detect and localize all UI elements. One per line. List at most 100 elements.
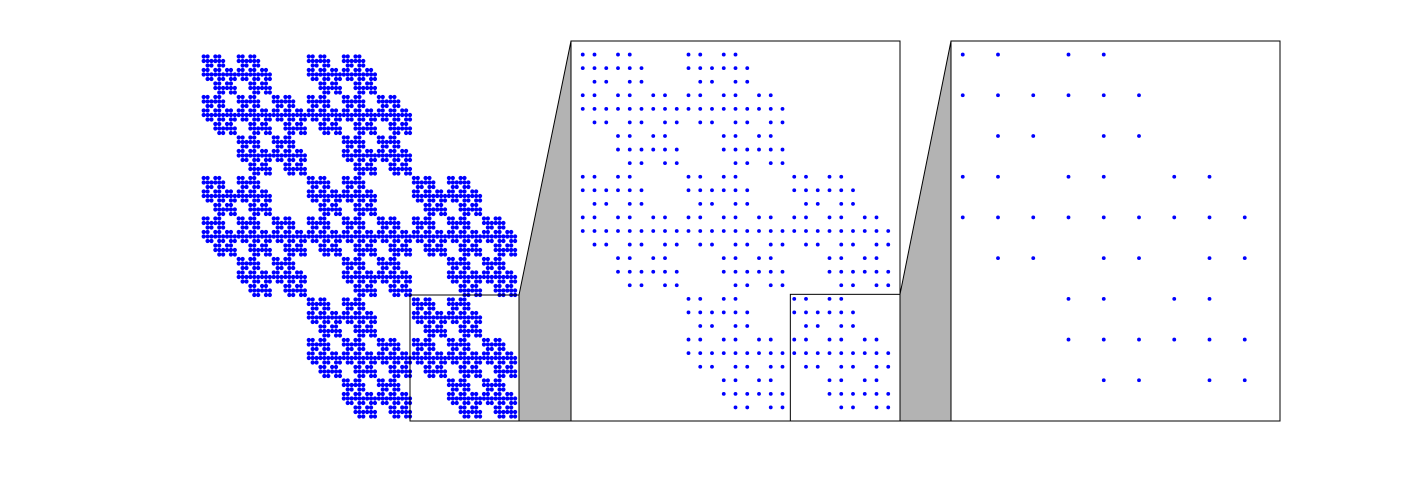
point (439, 315, 444, 320)
point (252, 252, 257, 257)
point (209, 76, 214, 82)
point (283, 247, 288, 253)
point (314, 306, 319, 311)
point (263, 288, 269, 293)
point (450, 301, 455, 307)
point (435, 234, 440, 239)
point (361, 157, 366, 163)
point (427, 297, 432, 302)
point (333, 117, 339, 122)
point (392, 139, 397, 145)
point (663, 147, 667, 152)
point (263, 252, 269, 257)
point (217, 220, 222, 226)
point (380, 346, 385, 352)
point (392, 391, 397, 397)
point (627, 106, 632, 111)
point (318, 324, 323, 329)
point (365, 234, 370, 239)
point (481, 337, 487, 343)
point (439, 369, 444, 374)
point (427, 184, 432, 190)
point (256, 252, 261, 257)
point (232, 90, 237, 95)
point (419, 184, 424, 190)
point (275, 112, 280, 118)
point (1207, 337, 1212, 342)
point (236, 180, 241, 185)
point (474, 202, 479, 208)
point (236, 274, 241, 280)
point (217, 216, 222, 221)
point (466, 400, 471, 406)
point (357, 126, 362, 131)
point (368, 360, 374, 365)
point (209, 184, 214, 190)
point (388, 216, 393, 221)
point (388, 94, 393, 100)
point (396, 117, 401, 122)
point (341, 216, 346, 221)
point (256, 261, 261, 266)
point (232, 76, 237, 82)
point (302, 171, 307, 176)
point (259, 274, 265, 280)
point (248, 148, 253, 154)
point (415, 315, 420, 320)
point (236, 234, 241, 239)
point (419, 342, 424, 347)
point (314, 72, 319, 77)
point (357, 405, 362, 410)
point (310, 337, 315, 343)
point (248, 234, 253, 239)
point (485, 225, 490, 230)
point (392, 94, 397, 100)
point (298, 279, 304, 284)
point (462, 247, 467, 253)
point (349, 301, 354, 307)
point (372, 400, 378, 406)
point (439, 238, 444, 244)
point (768, 351, 773, 356)
point (271, 216, 276, 221)
point (427, 355, 432, 361)
point (376, 112, 381, 118)
point (411, 351, 416, 356)
point (252, 229, 257, 235)
point (201, 216, 206, 221)
point (450, 360, 455, 365)
point (240, 229, 245, 235)
point (384, 279, 389, 284)
point (357, 211, 362, 217)
point (240, 99, 245, 104)
point (415, 297, 420, 302)
point (306, 337, 311, 343)
point (322, 373, 327, 379)
point (213, 112, 218, 118)
point (368, 148, 374, 154)
point (474, 252, 479, 257)
point (721, 378, 726, 383)
point (804, 324, 808, 328)
point (240, 63, 245, 68)
point (357, 261, 362, 266)
point (345, 112, 350, 118)
point (213, 54, 218, 59)
point (345, 153, 350, 158)
point (291, 234, 296, 239)
point (357, 162, 362, 167)
point (252, 94, 257, 100)
point (768, 161, 773, 166)
point (353, 85, 358, 91)
point (839, 229, 844, 233)
point (267, 153, 272, 158)
point (333, 243, 339, 248)
point (501, 400, 506, 406)
point (298, 130, 304, 136)
point (493, 342, 498, 347)
point (368, 369, 374, 374)
point (252, 85, 257, 91)
point (458, 261, 463, 266)
point (314, 112, 319, 118)
point (244, 261, 249, 266)
